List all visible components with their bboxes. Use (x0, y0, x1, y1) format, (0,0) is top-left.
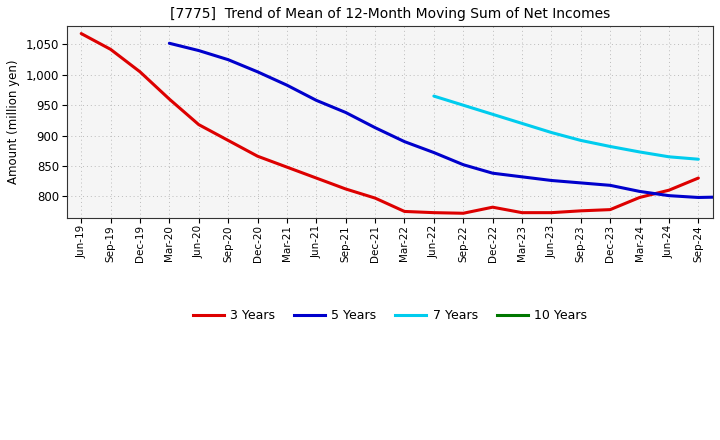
3 Years (371, 195, 379, 201)
3 Years (488, 205, 497, 210)
3 Years (224, 138, 233, 143)
5 Years (253, 69, 262, 74)
3 Years (694, 176, 703, 181)
5 Years (488, 171, 497, 176)
7 Years (606, 144, 614, 149)
7 Years (459, 103, 467, 108)
3 Years (194, 122, 203, 127)
3 Years (665, 187, 673, 193)
3 Years (283, 165, 292, 170)
3 Years (518, 210, 526, 215)
3 Years (547, 210, 556, 215)
Line: 5 Years: 5 Years (169, 43, 720, 198)
3 Years (635, 195, 644, 200)
5 Years (518, 174, 526, 180)
5 Years (194, 48, 203, 53)
7 Years (694, 157, 703, 162)
5 Years (341, 110, 350, 115)
7 Years (665, 154, 673, 159)
3 Years (577, 208, 585, 213)
7 Years (518, 121, 526, 126)
3 Years (430, 210, 438, 215)
5 Years (283, 83, 292, 88)
Legend: 3 Years, 5 Years, 7 Years, 10 Years: 3 Years, 5 Years, 7 Years, 10 Years (187, 304, 592, 327)
5 Years (694, 195, 703, 200)
3 Years (135, 69, 144, 74)
7 Years (577, 138, 585, 143)
7 Years (430, 93, 438, 99)
7 Years (547, 130, 556, 135)
5 Years (400, 139, 409, 144)
Y-axis label: Amount (million yen): Amount (million yen) (7, 60, 20, 184)
Line: 3 Years: 3 Years (81, 33, 698, 213)
Line: 7 Years: 7 Years (434, 96, 698, 159)
5 Years (459, 162, 467, 167)
5 Years (430, 150, 438, 155)
3 Years (312, 176, 320, 181)
3 Years (165, 96, 174, 102)
5 Years (224, 57, 233, 62)
5 Years (635, 189, 644, 194)
3 Years (459, 211, 467, 216)
3 Years (341, 186, 350, 191)
5 Years (577, 180, 585, 186)
3 Years (400, 209, 409, 214)
Title: [7775]  Trend of Mean of 12-Month Moving Sum of Net Incomes: [7775] Trend of Mean of 12-Month Moving … (170, 7, 610, 21)
3 Years (107, 47, 115, 52)
7 Years (488, 112, 497, 117)
5 Years (371, 125, 379, 130)
5 Years (665, 193, 673, 198)
5 Years (312, 98, 320, 103)
3 Years (606, 207, 614, 212)
5 Years (606, 183, 614, 188)
5 Years (547, 178, 556, 183)
3 Years (253, 154, 262, 159)
3 Years (77, 31, 86, 36)
7 Years (635, 149, 644, 154)
5 Years (165, 40, 174, 46)
